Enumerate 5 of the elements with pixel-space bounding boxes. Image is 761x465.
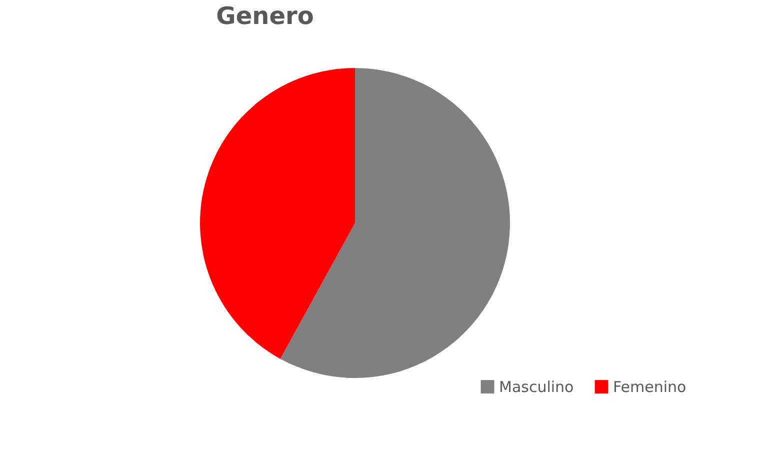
legend-label: Femenino bbox=[613, 378, 686, 396]
pie-slice bbox=[280, 68, 510, 378]
legend-label: Masculino bbox=[499, 378, 574, 396]
chart-title: Genero bbox=[216, 2, 314, 30]
pie-slice bbox=[200, 68, 355, 359]
